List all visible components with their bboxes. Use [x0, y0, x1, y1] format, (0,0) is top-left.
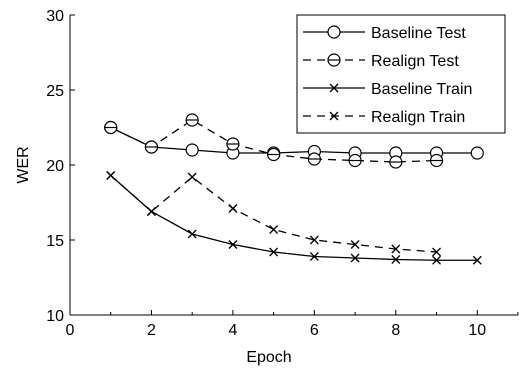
data-point	[267, 147, 281, 162]
data-point	[144, 140, 159, 154]
series-line	[110, 175, 478, 261]
data-point	[429, 153, 444, 168]
x-axis-label: Epoch	[246, 349, 291, 366]
data-point	[389, 155, 403, 169]
legend-entry: Realign Test	[303, 53, 459, 70]
x-tick-label: 0	[66, 322, 75, 339]
y-tick-label: 10	[46, 308, 64, 325]
legend-label: Baseline Test	[371, 25, 466, 42]
data-point	[472, 255, 482, 265]
data-point	[106, 171, 116, 180]
data-point	[187, 229, 197, 239]
x-tick-label: 2	[147, 322, 156, 339]
data-point	[350, 240, 360, 249]
data-point	[309, 252, 319, 261]
data-point	[185, 113, 199, 127]
legend-marker	[329, 83, 339, 93]
data-point	[432, 247, 442, 257]
data-point	[432, 255, 442, 265]
y-tick-label: 25	[46, 83, 64, 100]
x-tick-label: 10	[468, 322, 486, 339]
data-point	[348, 153, 362, 168]
legend: Baseline Test Realign Test Baseline Train R…	[296, 14, 506, 134]
x-tick-label: 4	[228, 322, 237, 339]
axes: 0 2 4 6 8 10 10 15 20 25 30 Epoch WER	[15, 8, 519, 366]
series-realign-train	[106, 171, 442, 257]
series-line	[110, 175, 437, 253]
data-point	[391, 244, 401, 254]
data-point	[350, 253, 360, 263]
y-tick-label: 15	[46, 233, 64, 250]
data-point	[146, 207, 156, 216]
y-tick-label: 20	[46, 158, 64, 175]
data-point	[391, 255, 401, 264]
legend-label: Realign Test	[371, 53, 459, 70]
data-point	[269, 247, 279, 257]
legend-label: Baseline Train	[371, 81, 472, 98]
series-realign-test	[104, 113, 444, 169]
legend-entry: Baseline Train	[303, 81, 472, 98]
data-point	[470, 146, 484, 160]
data-point	[185, 143, 199, 157]
legend-entry: Baseline Test	[303, 25, 466, 42]
legend-marker	[327, 53, 341, 67]
y-axis-label: WER	[15, 146, 32, 183]
series-baseline-train	[106, 171, 482, 265]
data-point	[226, 137, 240, 151]
series-layer	[104, 113, 484, 265]
legend-entry: Realign Train	[303, 109, 465, 126]
data-point	[228, 204, 238, 213]
data-point	[187, 172, 197, 182]
data-point	[309, 235, 319, 245]
x-tick-label: 6	[310, 322, 319, 339]
legend-label: Realign Train	[371, 109, 465, 126]
y-tick-label: 30	[46, 8, 64, 25]
data-point	[307, 152, 321, 166]
data-point	[104, 120, 118, 135]
data-point	[228, 240, 238, 249]
legend-marker	[327, 25, 341, 39]
data-point	[269, 225, 279, 234]
legend-marker	[329, 111, 339, 121]
x-tick-label: 8	[391, 322, 400, 339]
series-line	[110, 126, 478, 154]
